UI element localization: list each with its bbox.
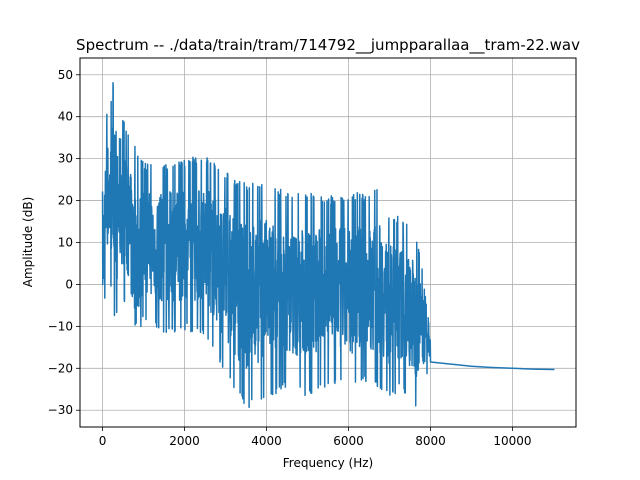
y-tick-label: 20 [58,194,73,208]
x-tick-label: 6000 [333,434,364,448]
x-axis-ticks: 0 2000 4000 6000 8000 10000 [99,427,532,448]
y-tick-label: 0 [65,277,73,291]
x-axis-label: Frequency (Hz) [283,456,374,470]
y-tick-label: −10 [48,319,73,333]
y-tick-label: 50 [58,68,73,82]
x-tick-label: 8000 [415,434,446,448]
y-tick-label: −20 [48,361,73,375]
y-tick-label: −30 [48,403,73,417]
y-tick-label: 30 [58,152,73,166]
x-tick-label: 10000 [493,434,531,448]
x-tick-label: 0 [99,434,107,448]
y-axis-ticks: −30 −20 −10 0 10 20 30 40 50 [48,68,80,417]
x-tick-label: 2000 [169,434,200,448]
y-axis-label: Amplitude (dB) [21,197,35,288]
x-tick-label: 4000 [251,434,282,448]
series-group [101,81,555,409]
spectrum-line [101,81,555,409]
y-tick-label: 10 [58,236,73,250]
y-tick-label: 40 [58,110,73,124]
chart-title: Spectrum -- ./data/train/tram/714792__ju… [76,36,580,55]
